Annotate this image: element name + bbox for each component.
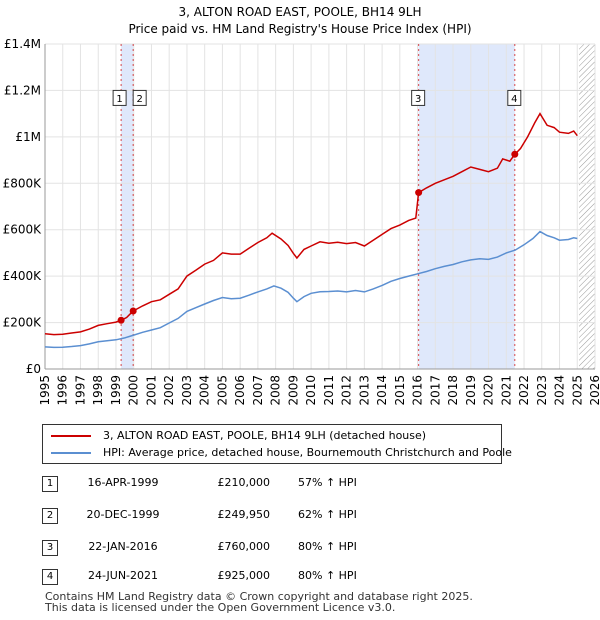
transaction-hpi: 80% ↑ HPI [298,569,357,582]
legend-swatch-hpi [51,452,91,454]
sale-point [129,307,137,315]
x-tick-label: 1999 [109,375,123,406]
x-tick-label: 2018 [446,375,460,406]
x-tick-label: 1997 [73,375,87,406]
transaction-price: £925,000 [217,569,271,582]
x-tick-label: 2007 [251,375,265,406]
x-tick-label: 2025 [570,375,584,406]
y-tick-label: £1M [15,130,41,144]
x-tick-label: 1995 [38,375,52,406]
transaction-number: 2 [42,508,58,524]
transaction-price: £760,000 [217,540,271,553]
x-tick-label: 2010 [304,375,318,406]
x-tick-label: 2013 [357,375,371,406]
x-tick-label: 2021 [499,375,513,406]
y-tick-label: £1.4M [4,37,41,51]
transaction-date: 16-APR-1999 [87,476,159,489]
transaction-hpi: 57% ↑ HPI [298,476,357,489]
footer-licence: This data is licensed under the Open Gov… [45,601,396,614]
chart-subtitle: Price paid vs. HM Land Registry's House … [128,22,472,36]
x-tick-label: 2026 [588,375,600,406]
transaction-number: 4 [42,569,58,585]
price-chart: £0 £200K £400K £600K £800K £1M £1.2M £1.4M 1995 1… [3,37,600,406]
sale-number-label: 4 [511,94,517,105]
x-tick-label: 2001 [144,375,158,406]
chart-title: 3, ALTON ROAD EAST, POOLE, BH14 9LH [178,5,422,19]
transaction-price: £249,950 [217,508,271,521]
sale-number-label: 2 [136,94,142,105]
sale-number-label: 3 [415,94,421,105]
x-tick-label: 2016 [411,375,425,406]
transaction-date: 22-JAN-2016 [88,540,158,553]
transaction-hpi: 62% ↑ HPI [298,508,357,521]
sale-number-box [411,89,426,106]
x-tick-label: 2014 [375,375,389,406]
x-tick-label: 2004 [198,375,212,406]
x-tick-label: 2005 [215,375,229,406]
transaction-number: 3 [42,540,58,556]
x-tick-label: 2024 [553,375,567,406]
transaction-hpi: 80% ↑ HPI [298,540,357,553]
y-tick-label: £600K [3,223,43,237]
transaction-number: 1 [42,476,58,492]
sale-number-box [507,89,522,106]
sale-number-box [132,89,147,106]
x-tick-label: 2006 [233,375,247,406]
shaded-period [121,44,134,369]
x-tick-label: 2009 [286,375,300,406]
sale-point [117,316,125,324]
x-tick-label: 2008 [269,375,283,406]
x-tick-label: 1996 [56,375,70,406]
x-tick-label: 2003 [180,375,194,406]
y-tick-label: £800K [3,176,43,190]
y-tick-label: £0 [26,362,41,376]
legend-label-property: 3, ALTON ROAD EAST, POOLE, BH14 9LH (det… [103,429,427,442]
hpi-line [44,230,578,349]
x-tick-label: 2022 [517,375,531,406]
y-tick-label: £400K [3,269,43,283]
x-tick-label: 2012 [340,375,354,406]
legend: 3, ALTON ROAD EAST, POOLE, BH14 9LH (det… [42,424,512,464]
legend-label-hpi: HPI: Average price, detached house, Bour… [103,446,512,459]
y-tick-label: £1.2M [4,83,41,97]
x-tick-label: 2011 [322,375,336,406]
projection-hatch [579,44,595,369]
sale-number-box [112,89,127,106]
x-tick-label: 2000 [127,375,141,406]
property-price-line [44,112,578,336]
y-tick-label: £200K [3,316,43,330]
shaded-period [418,44,515,369]
transaction-date: 24-JUN-2021 [87,569,159,582]
x-tick-label: 2023 [535,375,549,406]
x-tick-label: 1998 [91,375,105,406]
x-tick-label: 2019 [464,375,478,406]
legend-swatch-property [51,435,91,437]
x-tick-label: 2015 [393,375,407,406]
transaction-price: £210,000 [217,476,271,489]
x-tick-label: 2017 [428,375,442,406]
sale-point [511,150,519,158]
transaction-date: 20-DEC-1999 [86,508,160,521]
sale-number-label: 1 [116,94,122,105]
sale-point [415,189,423,197]
x-tick-label: 2002 [162,375,176,406]
x-tick-label: 2020 [482,375,496,406]
footer-copyright: Contains HM Land Registry data © Crown c… [45,590,473,603]
